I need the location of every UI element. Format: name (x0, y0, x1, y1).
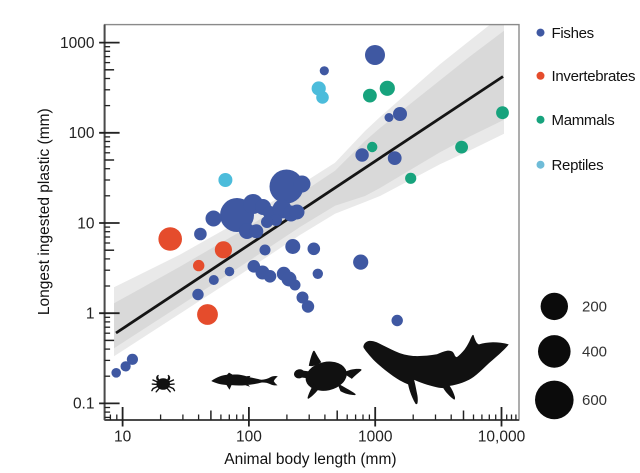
svg-text:600: 600 (582, 392, 607, 409)
svg-text:200: 200 (582, 299, 607, 316)
svg-text:Reptiles: Reptiles (552, 157, 604, 174)
svg-text:10: 10 (114, 429, 132, 446)
svg-text:1000: 1000 (60, 35, 95, 52)
svg-text:Longest ingested plastic (mm): Longest ingested plastic (mm) (36, 108, 53, 315)
svg-text:0.1: 0.1 (73, 396, 95, 413)
svg-text:10,000: 10,000 (478, 429, 526, 446)
svg-text:1000: 1000 (358, 429, 393, 446)
svg-text:Animal body length (mm): Animal body length (mm) (224, 451, 396, 468)
svg-text:100: 100 (69, 125, 95, 142)
svg-text:400: 400 (582, 344, 607, 361)
svg-text:10: 10 (77, 215, 95, 232)
svg-text:Mammals: Mammals (552, 112, 615, 129)
svg-text:100: 100 (236, 429, 262, 446)
svg-text:Invertebrates: Invertebrates (552, 68, 636, 85)
svg-text:Fishes: Fishes (552, 25, 594, 42)
svg-text:1: 1 (86, 306, 95, 323)
